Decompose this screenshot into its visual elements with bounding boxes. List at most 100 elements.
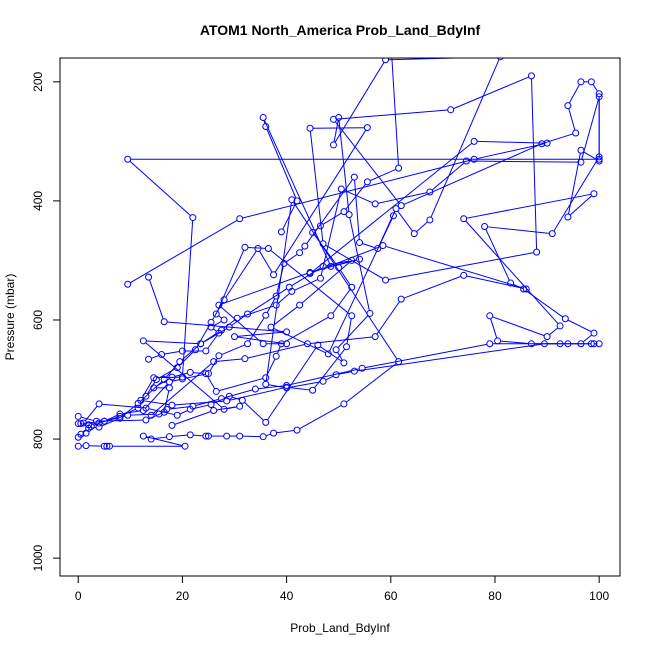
series-segment — [568, 84, 580, 104]
data-point — [335, 114, 343, 122]
series-segment — [268, 384, 284, 388]
series-8 — [139, 212, 397, 429]
data-point — [150, 384, 158, 392]
data-point — [207, 323, 215, 331]
series-segment — [141, 380, 153, 399]
series-7 — [124, 137, 551, 419]
data-point — [79, 419, 87, 427]
data-point — [202, 370, 210, 378]
data-point — [392, 205, 400, 213]
data-point — [348, 312, 356, 320]
data-point — [189, 214, 197, 222]
data-point — [595, 155, 603, 163]
series-segment — [430, 59, 500, 218]
series-segment — [207, 335, 218, 349]
data-point — [348, 256, 356, 264]
data-point — [165, 384, 173, 392]
data-point — [533, 248, 541, 256]
series-segment — [202, 328, 227, 343]
series-segment — [312, 142, 473, 273]
data-point — [564, 213, 572, 221]
series-segment — [466, 193, 592, 219]
series-segment — [266, 358, 276, 376]
data-point — [124, 280, 132, 288]
data-point — [288, 196, 296, 204]
data-point — [116, 410, 124, 418]
data-point — [212, 310, 220, 318]
y-tick-label: 1000 — [31, 544, 45, 571]
data-point — [316, 222, 324, 230]
data-point — [236, 432, 244, 440]
data-point — [85, 424, 93, 432]
series-segment — [346, 318, 352, 344]
y-axis-label: Pressure (mbar) — [3, 274, 17, 361]
series-segment — [339, 269, 351, 286]
series-segment — [476, 143, 545, 160]
series-segment — [310, 336, 373, 344]
series-3 — [77, 58, 504, 428]
data-point — [168, 421, 176, 429]
data-point — [251, 385, 259, 393]
data-point — [186, 368, 194, 376]
data-point — [236, 402, 244, 410]
data-point — [285, 283, 293, 291]
data-point — [561, 315, 569, 323]
series-segment — [283, 316, 329, 343]
series-segment — [329, 218, 393, 352]
series-segment — [263, 120, 266, 124]
series-segment — [81, 416, 94, 421]
series-segment — [213, 320, 222, 327]
series-segment — [362, 243, 376, 249]
data-point — [181, 442, 189, 450]
data-point — [327, 312, 335, 320]
series-segment — [490, 318, 498, 339]
data-point — [564, 102, 572, 110]
data-point — [270, 429, 278, 437]
data-point — [356, 239, 364, 247]
data-point — [272, 292, 280, 300]
x-tick-label: 20 — [176, 589, 190, 603]
series-5 — [124, 155, 603, 409]
data-point — [147, 411, 155, 419]
data-point — [595, 90, 603, 98]
series-segment — [130, 413, 156, 416]
data-point — [145, 273, 153, 281]
data-point — [556, 340, 564, 348]
data-point — [210, 358, 218, 366]
data-point — [426, 188, 434, 196]
data-point — [460, 271, 468, 279]
data-point — [225, 323, 233, 331]
data-point — [590, 190, 598, 198]
series-segment — [276, 346, 281, 354]
data-point — [379, 242, 387, 250]
data-point — [340, 359, 348, 367]
x-tick-label: 100 — [589, 589, 609, 603]
data-point — [520, 285, 528, 293]
series-segment — [345, 363, 397, 403]
data-point — [426, 216, 434, 224]
data-point — [262, 380, 270, 388]
data-point — [186, 431, 194, 439]
data-point — [462, 157, 470, 165]
series-segment — [377, 192, 428, 204]
series-segment — [179, 351, 194, 366]
data-point — [244, 310, 252, 318]
data-point — [241, 243, 249, 251]
series-segment — [403, 144, 540, 205]
series-segment — [278, 292, 290, 304]
data-point — [202, 347, 210, 355]
series-segment — [294, 279, 318, 291]
series-segment — [242, 159, 472, 219]
series-segment — [289, 381, 321, 388]
data-point — [345, 211, 353, 219]
series-segment — [487, 226, 550, 234]
data-point — [366, 309, 374, 317]
series-segment — [544, 133, 574, 144]
plot-frame — [59, 57, 621, 577]
series-segment — [226, 406, 237, 410]
data-point — [337, 185, 345, 193]
data-point — [116, 414, 124, 422]
data-point — [306, 124, 314, 132]
data-point — [577, 340, 585, 348]
data-point — [522, 285, 530, 293]
